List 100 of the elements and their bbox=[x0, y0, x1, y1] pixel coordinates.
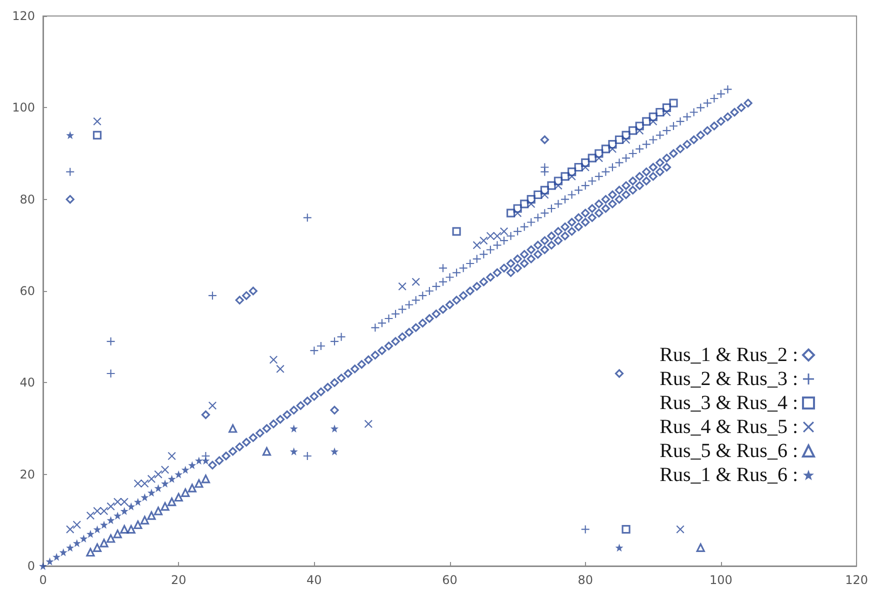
point bbox=[106, 502, 115, 510]
point bbox=[100, 520, 108, 529]
point bbox=[514, 209, 522, 218]
point bbox=[513, 204, 522, 213]
point bbox=[168, 474, 176, 483]
point bbox=[364, 420, 372, 428]
point bbox=[174, 470, 183, 478]
point bbox=[80, 534, 88, 542]
point bbox=[588, 154, 596, 162]
point bbox=[127, 502, 136, 510]
point bbox=[120, 507, 128, 515]
point bbox=[648, 112, 658, 122]
point bbox=[66, 544, 74, 552]
point bbox=[506, 208, 516, 218]
point bbox=[574, 162, 583, 172]
point bbox=[86, 512, 94, 520]
y-tick-label: 80 bbox=[20, 192, 35, 206]
point bbox=[147, 488, 156, 497]
point bbox=[100, 507, 108, 515]
point bbox=[622, 136, 630, 144]
point bbox=[113, 530, 122, 538]
point bbox=[398, 282, 406, 290]
point bbox=[188, 461, 196, 470]
point bbox=[93, 507, 102, 515]
x-tick-label: 80 bbox=[578, 573, 594, 587]
point bbox=[276, 364, 284, 373]
point bbox=[554, 176, 563, 186]
y-tick-label: 120 bbox=[12, 9, 35, 23]
point bbox=[534, 190, 542, 200]
point bbox=[662, 103, 672, 112]
point bbox=[161, 480, 170, 488]
point bbox=[100, 538, 108, 548]
point bbox=[154, 484, 162, 492]
point bbox=[547, 181, 556, 190]
point bbox=[208, 402, 216, 410]
point bbox=[59, 548, 68, 556]
point bbox=[568, 168, 576, 176]
legend-label: Rus_1 & Rus_2 : bbox=[660, 344, 798, 366]
point bbox=[114, 498, 122, 506]
point bbox=[72, 520, 81, 529]
point bbox=[140, 493, 149, 502]
point bbox=[540, 190, 549, 199]
point bbox=[106, 516, 115, 524]
point bbox=[486, 232, 494, 240]
point bbox=[228, 424, 238, 433]
point bbox=[500, 227, 508, 236]
point bbox=[601, 144, 610, 154]
point bbox=[46, 557, 54, 566]
point bbox=[330, 424, 339, 432]
y-tick-label: 100 bbox=[12, 100, 35, 115]
point bbox=[568, 172, 576, 180]
point bbox=[669, 98, 678, 108]
point bbox=[635, 122, 644, 130]
y-tick-label: 20 bbox=[20, 467, 35, 482]
point bbox=[270, 356, 278, 364]
point bbox=[520, 200, 529, 208]
point bbox=[290, 447, 298, 456]
point bbox=[92, 130, 102, 140]
point bbox=[330, 447, 339, 456]
x-tick-label: 40 bbox=[306, 573, 322, 587]
legend-label: Rus_3 & Rus_4 : bbox=[660, 392, 798, 414]
x-tick-label: 0 bbox=[39, 573, 47, 587]
point bbox=[526, 195, 536, 204]
point bbox=[134, 520, 142, 530]
point bbox=[86, 530, 94, 538]
point bbox=[527, 200, 536, 208]
point bbox=[649, 117, 658, 126]
point bbox=[472, 241, 481, 250]
point bbox=[181, 466, 190, 474]
point bbox=[614, 135, 624, 144]
point bbox=[52, 552, 61, 561]
point bbox=[120, 498, 128, 506]
x-tick-label: 100 bbox=[710, 573, 732, 587]
point bbox=[696, 543, 705, 552]
point bbox=[262, 447, 272, 456]
point bbox=[126, 525, 136, 534]
point bbox=[480, 236, 488, 245]
point bbox=[174, 492, 183, 502]
point bbox=[106, 534, 116, 543]
point bbox=[452, 227, 461, 236]
point bbox=[92, 543, 102, 552]
point bbox=[140, 516, 149, 524]
point bbox=[493, 232, 502, 240]
point bbox=[161, 466, 170, 474]
point bbox=[134, 498, 142, 506]
point bbox=[581, 158, 590, 167]
point bbox=[181, 488, 190, 497]
x-tick-label: 20 bbox=[170, 573, 186, 587]
point bbox=[72, 539, 81, 548]
point bbox=[540, 186, 549, 194]
point bbox=[93, 117, 102, 126]
point bbox=[412, 278, 420, 286]
point bbox=[194, 456, 203, 465]
point bbox=[66, 525, 74, 534]
point bbox=[594, 149, 604, 158]
point bbox=[676, 525, 684, 534]
point bbox=[168, 452, 176, 460]
point bbox=[656, 108, 664, 117]
point bbox=[636, 126, 644, 135]
point bbox=[594, 154, 603, 162]
